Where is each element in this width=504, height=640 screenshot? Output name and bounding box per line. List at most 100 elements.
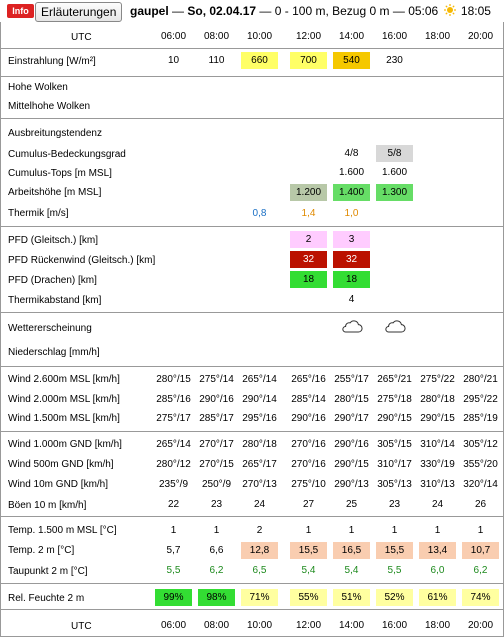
top-time-2: 10:00 — [246, 31, 273, 42]
row-divider — [1, 366, 503, 367]
cell-einstrahlung-3: 700 — [290, 52, 327, 69]
row-label-pfd_rueck: PFD Rückenwind (Gleitsch.) [km] — [8, 255, 156, 266]
row-label-wind_2600: Wind 2.600m MSL [km/h] — [8, 374, 120, 385]
cell-temp_2m-4: 16,5 — [333, 542, 370, 559]
cell-wind_1000-3: 270°/16 — [291, 439, 326, 450]
row-divider — [1, 226, 503, 227]
row-label-wind_1500: Wind 1.500m MSL [km/h] — [8, 413, 120, 424]
cell-wind_500-0: 280°/12 — [156, 459, 191, 470]
cell-temp_1500-7: 1 — [477, 525, 484, 536]
cell-boeen-0: 22 — [167, 499, 180, 510]
cell-wind_2000-5: 275°/18 — [377, 394, 412, 405]
cloud-icon — [385, 320, 406, 333]
row-label-cumulus_tops: Cumulus-Tops [m MSL] — [8, 168, 112, 179]
cell-wind_10-4: 290°/13 — [334, 479, 369, 490]
row-divider — [1, 583, 503, 584]
height-range: 0 - 100 m, Bezug 0 m — [274, 4, 390, 18]
page-title: gaupel — So, 02.04.17 — 0 - 100 m, Bezug… — [130, 4, 491, 18]
top-time-0: 06:00 — [160, 31, 187, 42]
cell-pfd_gleit-4: 3 — [333, 231, 370, 248]
row-label-wind_1000: Wind 1.000m GND [km/h] — [8, 439, 122, 450]
cell-cumulus_grad-5: 5/8 — [376, 145, 413, 162]
row-label-ausbreitung: Ausbreitungstendenz — [8, 128, 102, 139]
bottom-utc-label: UTC — [71, 621, 92, 632]
cell-wind_1500-2: 295°/16 — [242, 413, 277, 424]
cell-cumulus_tops-4: 1.600 — [338, 167, 365, 178]
bottom-time-6: 18:00 — [424, 620, 451, 631]
cell-wind_10-6: 310°/13 — [420, 479, 455, 490]
row-label-mittelhohe_wolken: Mittelhohe Wolken — [8, 101, 91, 112]
cell-temp_1500-2: 2 — [256, 525, 263, 536]
forecast-table: UTC 06:00 08:00 10:00 12:00 14:00 16:00 18:00 20… — [0, 22, 504, 637]
top-time-4: 14:00 — [338, 31, 365, 42]
cell-temp_2m-2: 12,8 — [241, 542, 278, 559]
cell-wind_10-3: 275°/10 — [291, 479, 326, 490]
cell-wind_500-2: 265°/17 — [242, 459, 277, 470]
sun-icon — [443, 4, 456, 16]
cell-thermik-2: 0,8 — [252, 208, 267, 219]
cell-boeen-5: 23 — [388, 499, 401, 510]
cell-taupunkt-0: 5,5 — [166, 565, 181, 576]
cell-wind_1500-6: 290°/15 — [420, 413, 455, 424]
cell-wind_1000-4: 290°/16 — [334, 439, 369, 450]
cell-wind_10-7: 320°/14 — [463, 479, 498, 490]
row-divider — [1, 312, 503, 313]
cell-taupunkt-1: 6,2 — [209, 565, 224, 576]
cell-feuchte-4: 51% — [333, 589, 370, 606]
cell-einstrahlung-4: 540 — [333, 52, 370, 69]
cell-wind_2000-4: 280°/15 — [334, 394, 369, 405]
cell-temp_1500-5: 1 — [391, 525, 398, 536]
row-divider — [1, 48, 503, 49]
cell-wind_10-0: 235°/9 — [158, 479, 189, 490]
cell-wind_10-2: 270°/13 — [242, 479, 277, 490]
row-label-niederschlag: Niederschlag [mm/h] — [8, 347, 100, 358]
cell-temp_1500-4: 1 — [348, 525, 355, 536]
top-time-7: 20:00 — [467, 31, 494, 42]
cell-wind_500-7: 355°/20 — [463, 459, 498, 470]
sunrise-time: 05:06 — [408, 4, 439, 18]
cell-einstrahlung-5: 230 — [386, 55, 403, 66]
cell-boeen-4: 25 — [345, 499, 358, 510]
row-label-pfd_drachen: PFD (Drachen) [km] — [8, 275, 97, 286]
cell-feuchte-1: 98% — [198, 589, 235, 606]
cell-feuchte-7: 74% — [462, 589, 499, 606]
cell-boeen-1: 23 — [210, 499, 223, 510]
cell-pfd_rueck-3: 32 — [290, 251, 327, 268]
row-divider — [1, 118, 503, 119]
top-time-5: 16:00 — [381, 31, 408, 42]
cell-wind_1500-1: 285°/17 — [199, 413, 234, 424]
row-divider — [1, 431, 503, 432]
cell-temp_1500-0: 1 — [170, 525, 177, 536]
explain-button[interactable]: Erläuterungen — [35, 2, 123, 22]
row-label-einstrahlung: Einstrahlung [W/m²] — [8, 56, 96, 67]
cell-wind_500-3: 270°/16 — [291, 459, 326, 470]
row-label-boeen: Böen 10 m [km/h] — [8, 500, 87, 511]
row-divider — [1, 516, 503, 517]
top-time-6: 18:00 — [424, 31, 451, 42]
cell-arbeitshoehe-3: 1.200 — [290, 184, 327, 201]
top-time-1: 08:00 — [203, 31, 230, 42]
cell-boeen-6: 24 — [431, 499, 444, 510]
bottom-time-0: 06:00 — [160, 620, 187, 631]
top-utc-label: UTC — [71, 32, 92, 43]
row-label-feuchte: Rel. Feuchte 2 m — [8, 593, 85, 604]
cell-wind_2600-1: 275°/14 — [199, 374, 234, 385]
cell-wind_1500-7: 285°/19 — [463, 413, 498, 424]
bottom-time-4: 14:00 — [338, 620, 365, 631]
bottom-time-3: 12:00 — [295, 620, 322, 631]
row-label-thermik: Thermik [m/s] — [8, 208, 69, 219]
cell-arbeitshoehe-4: 1.400 — [333, 184, 370, 201]
cell-taupunkt-2: 6,5 — [252, 565, 267, 576]
cell-feuchte-2: 71% — [241, 589, 278, 606]
cell-wind_2600-0: 280°/15 — [156, 374, 191, 385]
cell-wind_1000-6: 310°/14 — [420, 439, 455, 450]
info-badge[interactable]: Info — [7, 4, 34, 18]
cell-wind_500-4: 290°/15 — [334, 459, 369, 470]
cell-einstrahlung-2: 660 — [241, 52, 278, 69]
cell-thermik-4: 1,0 — [344, 208, 359, 219]
cell-wind_2600-6: 275°/22 — [420, 374, 455, 385]
cell-wind_2000-1: 290°/16 — [199, 394, 234, 405]
cell-wind_2000-6: 280°/18 — [420, 394, 455, 405]
cell-temp_1500-1: 1 — [213, 525, 220, 536]
cell-cumulus_grad-4: 4/8 — [344, 148, 359, 159]
